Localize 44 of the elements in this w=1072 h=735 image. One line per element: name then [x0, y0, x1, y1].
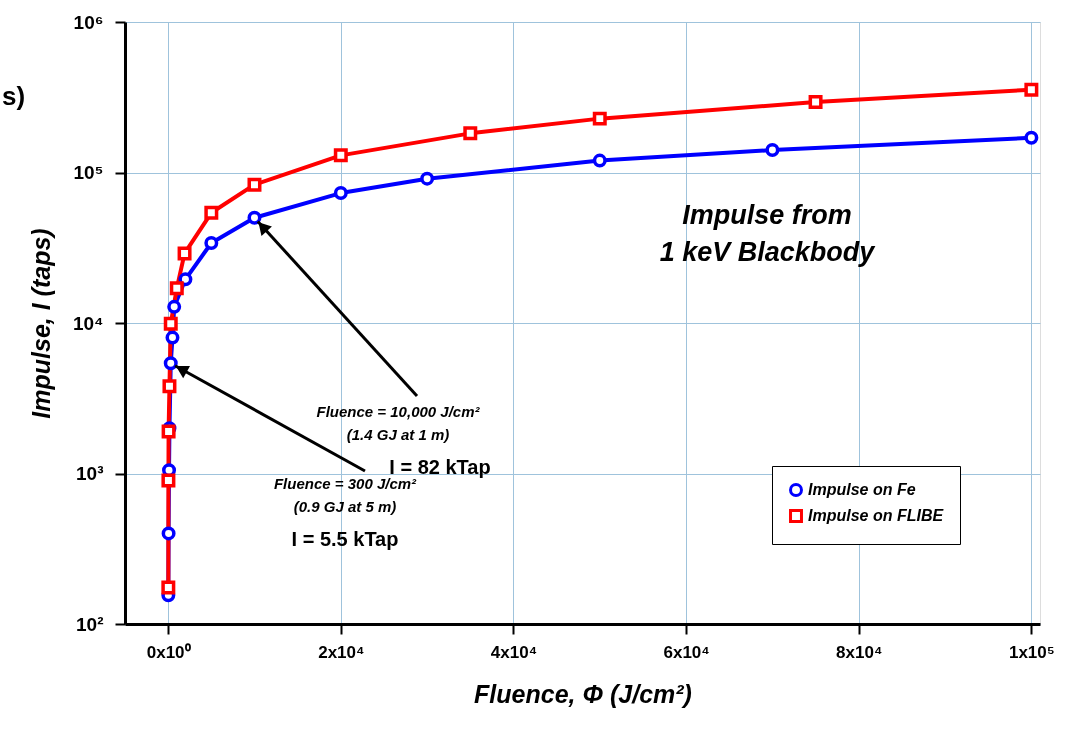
- point: [178, 272, 193, 287]
- point: [163, 316, 178, 331]
- annotation: Fluence = 10,000 J/cm² (1.4 GJ at 1 m) I = 82 kTap: [316, 403, 491, 478]
- x-tick-label: 6x10⁴: [663, 642, 710, 662]
- point: [204, 205, 219, 220]
- x-tick-label: 2x10⁴: [318, 642, 365, 662]
- annotation: Fluence = 300 J/cm² (0.9 GJ at 5 m) I = 5.5 kTap: [273, 475, 418, 550]
- point: [808, 95, 823, 110]
- point: [463, 126, 478, 141]
- point: [247, 210, 262, 225]
- x-tick-label: 1x10⁵: [1008, 642, 1055, 662]
- point: [163, 356, 178, 371]
- text: s): [2, 81, 26, 111]
- y-axis-title: Impulse, I (taps): [26, 228, 55, 419]
- point: [162, 379, 177, 394]
- x-tick-label: 8x10⁴: [836, 642, 883, 662]
- point: [165, 330, 180, 345]
- point: [161, 526, 176, 541]
- annotation: Impulse from 1 keV Blackbody: [659, 200, 877, 267]
- point: [167, 299, 182, 314]
- point: [592, 111, 607, 126]
- point: [177, 246, 192, 261]
- x-tick-label: 4x10⁴: [490, 642, 538, 662]
- point: [333, 186, 348, 201]
- y-tick-label: 10⁶: [73, 11, 104, 33]
- legend-label: Impulse on Fe: [808, 481, 916, 498]
- point: [333, 148, 348, 163]
- point: [1024, 130, 1039, 145]
- y-tick-label: 10⁴: [72, 312, 104, 334]
- point: [161, 473, 176, 488]
- y-tick-label: 10³: [76, 463, 104, 484]
- x-tick-label: 0x10⁰: [146, 642, 191, 662]
- point: [420, 171, 435, 186]
- point: [161, 580, 176, 595]
- legend-label: Impulse on FLIBE: [808, 507, 945, 524]
- y-tick-label: 10⁵: [73, 162, 104, 183]
- point: [204, 236, 219, 250]
- x-axis-title: Fluence, Φ (J/cm²): [474, 679, 692, 708]
- point: [169, 281, 184, 296]
- point: [592, 153, 607, 168]
- point: [247, 177, 262, 192]
- point: [765, 143, 780, 158]
- y-tick-label: 10²: [76, 613, 104, 635]
- point: [1024, 82, 1039, 97]
